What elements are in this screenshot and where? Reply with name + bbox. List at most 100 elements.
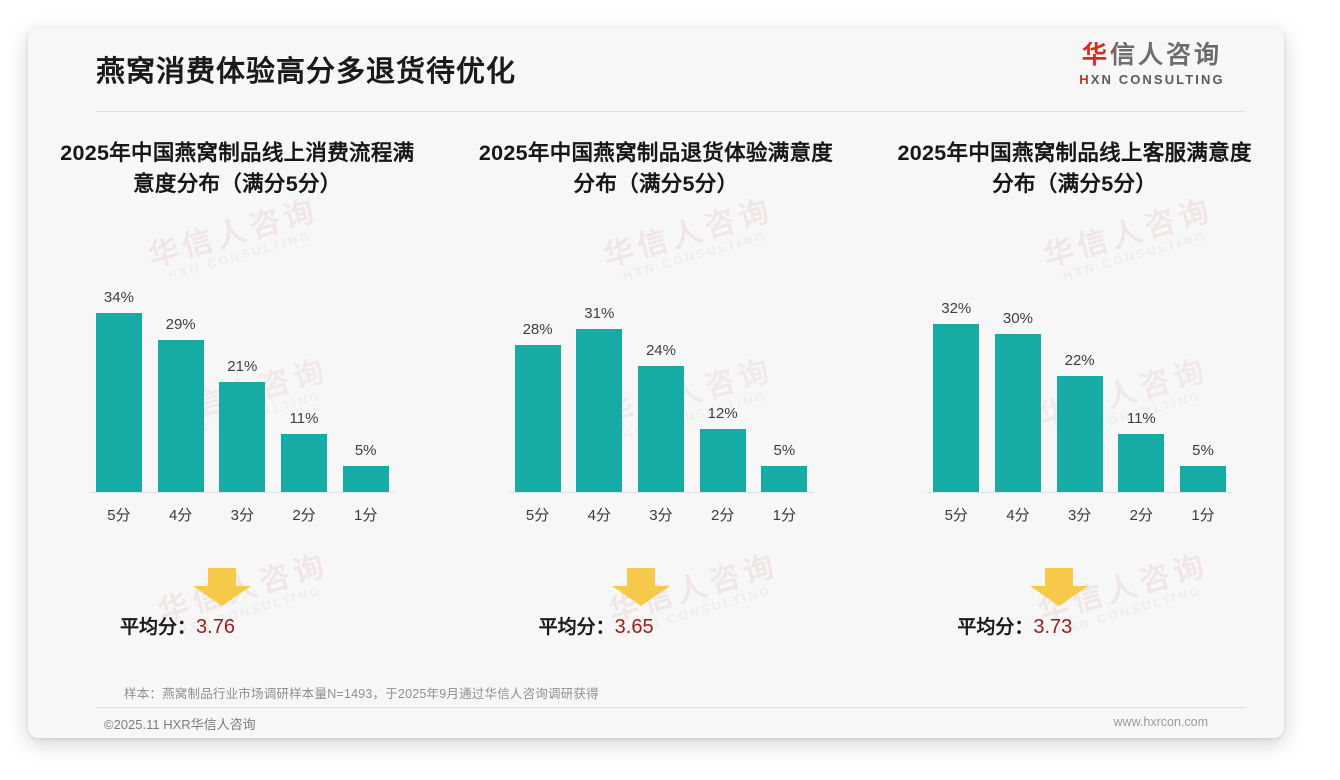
average-score-label: 平均分： [538, 617, 615, 638]
bar-value-label: 11% [289, 410, 319, 427]
brand-logo: 华信人咨询 HXN CONSULTING [1062, 41, 1242, 87]
bar [281, 434, 327, 492]
x-axis-tick-label: 1分 [1191, 507, 1215, 524]
bar-value-label: 31% [584, 305, 615, 322]
bar [1180, 466, 1226, 492]
bar-value-label: 24% [645, 342, 676, 359]
average-score-block: 平均分：3.76 [42, 566, 433, 648]
bar [157, 340, 204, 492]
header-divider [96, 111, 1246, 112]
bar-slot: 34% [90, 244, 148, 492]
bar-value-label: 22% [1064, 352, 1095, 369]
bar-chart-return-experience: 28% 31% 24% 12% 5% 5分 4分 3分 2分 1分 [461, 244, 852, 544]
bar [637, 366, 684, 492]
x-axis-tick-label: 2分 [1129, 507, 1153, 524]
bar [95, 313, 142, 492]
bar-slot: 21% [213, 244, 271, 492]
copyright-text: ©2025.11 HXR华信人咨询 [104, 717, 256, 732]
bar-slot: 31% [570, 244, 628, 492]
logo-chinese-text: 华信人咨询 [1062, 41, 1242, 70]
average-score-value: 3.73 [1033, 616, 1073, 638]
average-score-text: 平均分：3.65 [539, 612, 654, 639]
bar-chart-customer-service: 32% 30% 22% 11% 5% 5分 4分 3分 2分 1分 [879, 244, 1270, 544]
sample-footnote: 样本：燕窝制品行业市场调研样本量N=1493，于2025年9月通过华信人咨询调研… [124, 687, 599, 701]
average-score-label: 平均分： [957, 617, 1034, 638]
bar [1056, 376, 1103, 492]
chart-panel-row: 2025年中国燕窝制品线上消费流程满意度分布（满分5分） 34% 29% 21% 11… [28, 138, 1284, 648]
bar-slot: 11% [275, 244, 333, 492]
bar-slot: 5% [755, 244, 813, 492]
bar-slot: 30% [989, 244, 1047, 492]
bar-slot: 24% [632, 244, 690, 492]
bar [1118, 434, 1165, 492]
bar-value-label: 28% [522, 321, 553, 338]
footer-divider [96, 707, 1246, 708]
bar-slot: 11% [1112, 244, 1170, 492]
average-score-value: 3.76 [196, 616, 235, 638]
bar [699, 429, 746, 492]
average-score-block: 平均分：3.73 [879, 566, 1270, 648]
bar-slot: 29% [152, 244, 210, 492]
chart-panel-return-experience: 2025年中国燕窝制品退货体验满意度分布（满分5分） 28% 31% 24% 12% 5… [447, 138, 866, 648]
chart-title: 2025年中国燕窝制品线上消费流程满意度分布（满分5分） [60, 141, 415, 196]
bar-slot: 32% [927, 244, 985, 492]
bar [576, 329, 623, 492]
slide-footer: ©2025.11 HXR华信人咨询 www.hxrcon.com [28, 712, 1284, 738]
bar-value-label: 34% [103, 289, 134, 306]
average-score-block: 平均分：3.65 [461, 566, 852, 648]
bar [933, 324, 980, 492]
bar-value-label: 5% [1192, 442, 1214, 459]
logo-english-initial: H [1079, 71, 1091, 87]
bar-value-label: 5% [773, 442, 796, 459]
chart-plot-area: 34% 29% 21% 11% 5% [90, 244, 395, 493]
x-axis-tick-label: 4分 [168, 507, 193, 524]
chart-panel-customer-service: 2025年中国燕窝制品线上客服满意度分布（满分5分） 32% 30% 22% 11% 5… [865, 138, 1284, 648]
bar [514, 345, 561, 492]
bar [761, 466, 808, 492]
bar-slot: 12% [694, 244, 752, 492]
down-arrow-icon [609, 566, 673, 608]
x-axis-labels: 5分 4分 3分 2分 1分 [509, 504, 814, 525]
average-score-text: 平均分：3.73 [957, 612, 1072, 639]
x-axis-tick-label: 3分 [230, 507, 254, 524]
bar [219, 382, 266, 492]
chart-plot-area: 28% 31% 24% 12% 5% [508, 244, 814, 493]
bar-value-label: 32% [941, 300, 972, 317]
slide-card: 燕窝消费体验高分多退货待优化 华信人咨询 HXN CONSULTING 华信人咨… [28, 28, 1284, 738]
logo-english-rest: XN CONSULTING [1090, 71, 1225, 87]
x-axis-tick-label: 2分 [710, 507, 735, 524]
bar-value-label: 12% [707, 405, 738, 422]
bar-slot: 5% [337, 244, 395, 492]
down-arrow-icon [1027, 566, 1091, 608]
bar-value-label: 21% [227, 358, 258, 375]
x-axis-tick-label: 3分 [1067, 507, 1092, 524]
slide-header: 燕窝消费体验高分多退货待优化 华信人咨询 HXN CONSULTING [28, 28, 1284, 112]
average-score-text: 平均分：3.76 [120, 612, 235, 639]
bar-slot: 5% [1174, 244, 1232, 492]
chart-plot-area: 32% 30% 22% 11% 5% [927, 244, 1232, 493]
x-axis-labels: 5分 4分 3分 2分 1分 [927, 504, 1232, 525]
bar-value-label: 5% [354, 442, 377, 459]
x-axis-tick-label: 3分 [649, 507, 673, 524]
x-axis-tick-label: 5分 [944, 507, 968, 524]
logo-english-text: HXN CONSULTING [1062, 72, 1242, 87]
chart-title: 2025年中国燕窝制品线上客服满意度分布（满分5分） [897, 141, 1252, 196]
bar [994, 334, 1041, 492]
chart-title: 2025年中国燕窝制品退货体验满意度分布（满分5分） [478, 141, 834, 196]
chart-panel-consumption-flow: 2025年中国燕窝制品线上消费流程满意度分布（满分5分） 34% 29% 21% 11… [28, 138, 447, 648]
x-axis-tick-label: 1分 [772, 507, 797, 524]
website-url[interactable]: www.hxrcon.com [1113, 715, 1208, 729]
bar-slot: 28% [509, 244, 567, 492]
bar-value-label: 11% [1126, 410, 1156, 427]
page-title: 燕窝消费体验高分多退货待优化 [96, 56, 517, 88]
bar-slot: 22% [1051, 244, 1109, 492]
x-axis-tick-label: 1分 [354, 507, 378, 524]
x-axis-tick-label: 4分 [1006, 507, 1030, 524]
bar-chart-consumption-flow: 34% 29% 21% 11% 5% 5分 4分 3分 2分 1分 [42, 244, 433, 544]
x-axis-tick-label: 5分 [107, 507, 131, 524]
bar [342, 466, 389, 492]
x-axis-tick-label: 2分 [292, 507, 316, 524]
average-score-value: 3.65 [614, 616, 654, 638]
down-arrow-icon [190, 566, 254, 608]
x-axis-tick-label: 4分 [587, 507, 611, 524]
